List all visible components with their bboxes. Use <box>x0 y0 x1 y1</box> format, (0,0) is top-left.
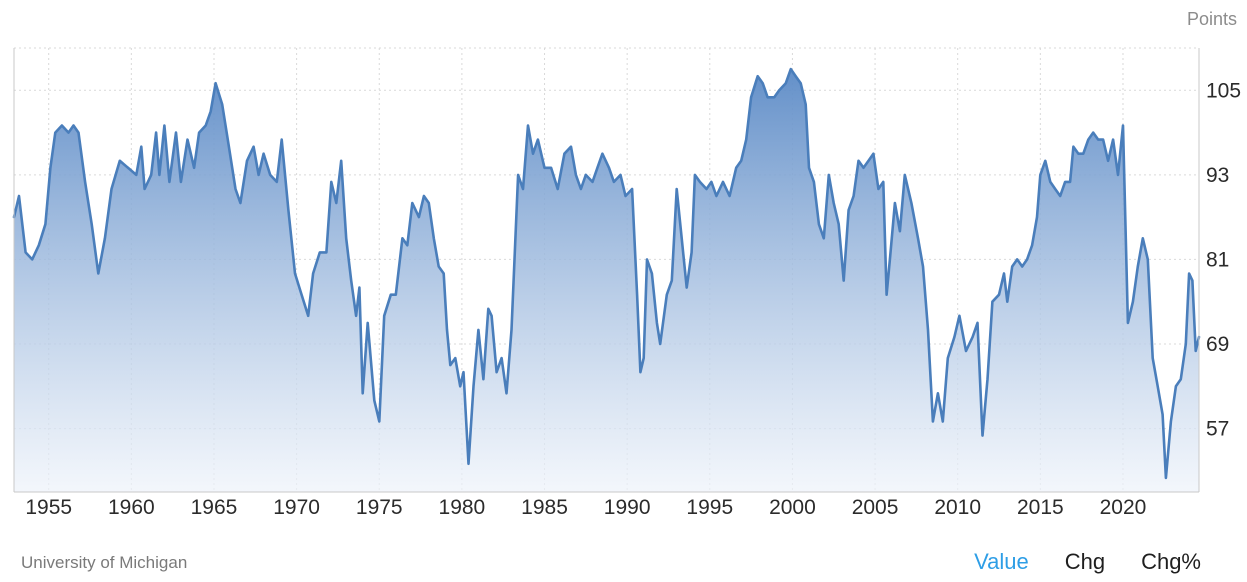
x-tick-label-2020: 2020 <box>1100 496 1147 519</box>
x-tick-label-2015: 2015 <box>1017 496 1064 519</box>
x-tick-label-1970: 1970 <box>273 496 320 519</box>
x-tick-label-1955: 1955 <box>25 496 72 519</box>
x-tick-label-1990: 1990 <box>604 496 651 519</box>
x-tick-label-1975: 1975 <box>356 496 403 519</box>
view-toggle-group: Value Chg Chg% <box>974 549 1201 575</box>
x-tick-label-1960: 1960 <box>108 496 155 519</box>
area-chart: Points 57 69 81 93 105 1955 1960 1965 1970 1975 19… <box>12 9 1241 519</box>
chg-pct-toggle-button[interactable]: Chg% <box>1141 549 1201 574</box>
value-toggle-button[interactable]: Value <box>974 549 1029 574</box>
chg-toggle-button[interactable]: Chg <box>1064 549 1106 574</box>
source-label: University of Michigan <box>21 553 188 572</box>
series-area <box>12 67 1201 492</box>
y-tick-label-105: 105 <box>1206 79 1241 102</box>
series-area-fill <box>14 69 1199 492</box>
tick-labels: 57 69 81 93 105 1955 1960 1965 1970 1975 1980 1985 1… <box>25 79 1241 519</box>
x-tick-label-2010: 2010 <box>934 496 981 519</box>
x-tick-label-1985: 1985 <box>521 496 568 519</box>
x-tick-label-2005: 2005 <box>852 496 899 519</box>
x-tick-label-2000: 2000 <box>769 496 816 519</box>
axes <box>13 48 1200 493</box>
y-tick-label-81: 81 <box>1206 248 1229 271</box>
y-tick-label-69: 69 <box>1206 333 1229 356</box>
chart-footer: University of Michigan Value Chg Chg% <box>0 540 1247 582</box>
x-tick-label-1980: 1980 <box>439 496 486 519</box>
y-tick-label-57: 57 <box>1206 418 1229 441</box>
series-line <box>12 67 1201 480</box>
x-tick-label-1965: 1965 <box>191 496 238 519</box>
y-tick-label-93: 93 <box>1206 164 1229 187</box>
unit-label: Points <box>1187 9 1237 29</box>
x-tick-label-1995: 1995 <box>686 496 733 519</box>
